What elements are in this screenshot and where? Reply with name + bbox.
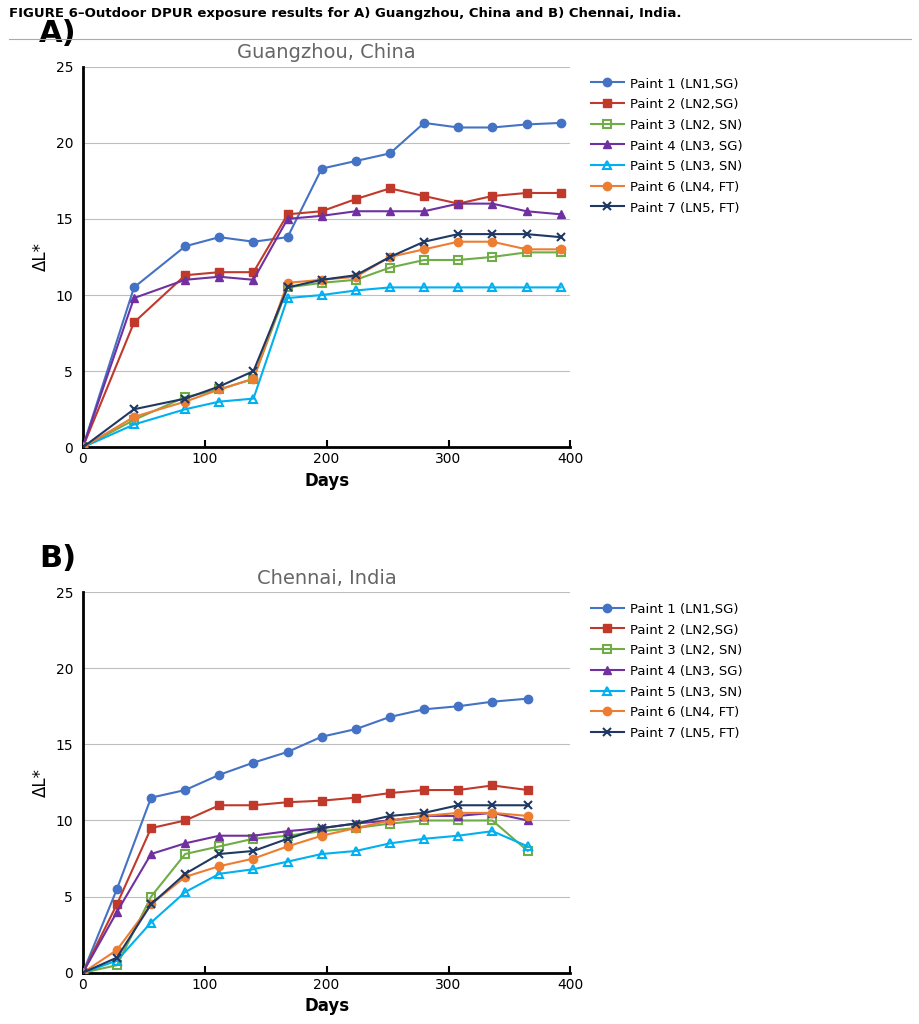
Title: Guangzhou, China: Guangzhou, China: [237, 43, 415, 62]
Legend: Paint 1 (LN1,SG), Paint 2 (LN2,SG), Paint 3 (LN2, SN), Paint 4 (LN3, SG), Paint : Paint 1 (LN1,SG), Paint 2 (LN2,SG), Pain…: [586, 599, 746, 744]
X-axis label: Days: Days: [303, 472, 349, 489]
Text: B): B): [39, 544, 76, 573]
Text: A): A): [39, 18, 76, 47]
X-axis label: Days: Days: [303, 997, 349, 1015]
Y-axis label: ΔL*: ΔL*: [32, 768, 50, 797]
Y-axis label: ΔL*: ΔL*: [32, 243, 50, 271]
Title: Chennai, India: Chennai, India: [256, 568, 396, 588]
Text: FIGURE 6–Outdoor DPUR exposure results for A) Guangzhou, China and B) Chennai, I: FIGURE 6–Outdoor DPUR exposure results f…: [9, 7, 681, 20]
Legend: Paint 1 (LN1,SG), Paint 2 (LN2,SG), Paint 3 (LN2, SN), Paint 4 (LN3, SG), Paint : Paint 1 (LN1,SG), Paint 2 (LN2,SG), Pain…: [586, 73, 746, 218]
